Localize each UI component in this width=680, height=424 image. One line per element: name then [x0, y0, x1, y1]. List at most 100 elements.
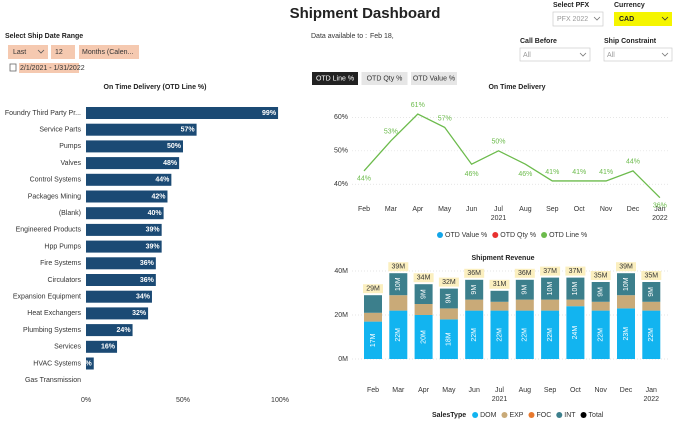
bar-segment [389, 295, 408, 311]
x-year-label: 2021 [491, 215, 507, 222]
filter-label: Currency [614, 2, 645, 9]
legend-title: SalesType [432, 412, 466, 419]
data-label: 50% [167, 143, 182, 150]
date-picker[interactable]: 2/1/2021 - 1/31/2022 [9, 63, 85, 73]
bar [86, 357, 94, 370]
x-tick-label: Jan [646, 387, 657, 394]
y-tick-label: 40M [334, 268, 348, 275]
bar-segment [617, 308, 635, 359]
bar-segment [642, 310, 661, 359]
total-label-bg [464, 268, 485, 278]
data-label: 22M [598, 328, 605, 342]
x-tick-label: Apr [412, 206, 424, 213]
filter-label: Select Ship Date Range [5, 33, 83, 40]
chart-title: Shipment Revenue [471, 255, 534, 262]
dropdown[interactable]: PFX 2022 [552, 11, 604, 27]
dropdown[interactable]: CAD [614, 12, 672, 26]
tab[interactable] [411, 72, 457, 85]
bar-segment [439, 319, 458, 359]
dropdown-box [79, 45, 139, 59]
data-available-value: Feb 18, [370, 33, 394, 40]
total-label-bg [590, 271, 611, 280]
bar-segment [389, 310, 408, 359]
data-label: 23M [623, 327, 630, 341]
x-tick-label: Oct [570, 387, 581, 394]
dropdown[interactable]: Months (Calen... [79, 45, 139, 59]
data-label: 57% [438, 115, 452, 122]
x-tick-label: May [442, 387, 456, 394]
bar-segment [566, 299, 585, 307]
data-label: 32M [442, 279, 456, 286]
data-label: 37M [569, 268, 583, 275]
page-title: Shipment Dashboard [290, 5, 441, 22]
filter-label: Select PFX [553, 2, 590, 9]
y-tick-label: Engineered Products [16, 227, 82, 234]
x-tick-label: Mar [392, 387, 405, 394]
y-tick-label: Fire Systems [40, 260, 81, 267]
chart-title: On Time Delivery [488, 84, 545, 91]
data-label: 29M [366, 286, 380, 293]
legend-marker [437, 232, 443, 238]
chevron [37, 49, 45, 54]
bar-segment [566, 277, 585, 300]
bar-segment [465, 299, 484, 311]
x-tick-label: Jun [469, 387, 480, 394]
legend-marker [501, 412, 508, 418]
chevron [661, 52, 669, 57]
bar-segment [617, 273, 635, 296]
legend-label: DOM [480, 412, 497, 419]
legend-label: OTD Line % [549, 232, 587, 239]
chart-title: On Time Delivery (OTD Line %) [104, 84, 207, 91]
tab[interactable] [312, 72, 358, 85]
input[interactable]: 12 [51, 45, 75, 59]
bar-segment [490, 310, 509, 359]
bar-segment [465, 310, 484, 359]
x-tick-label: Feb [358, 206, 370, 213]
x-tick-label: Jun [466, 206, 477, 213]
x-tick-label: 50% [176, 397, 190, 404]
data-label: 35M [594, 272, 608, 279]
data-label: 10M [572, 282, 579, 296]
data-label: 4% [82, 360, 93, 367]
tab-label[interactable]: OTD Line % [316, 75, 354, 82]
bar [86, 123, 197, 136]
data-label: 44% [626, 159, 640, 166]
legend-marker [580, 412, 587, 418]
chevron [661, 16, 669, 21]
x-year-label: 2022 [644, 396, 660, 403]
legend-label: OTD Value % [445, 232, 487, 239]
dropdown[interactable]: All [519, 47, 591, 62]
data-label: 9M [648, 287, 655, 297]
bar-segment [414, 284, 433, 304]
total-label-bg [438, 277, 459, 287]
legend-label: Total [589, 412, 604, 419]
filter-label: Ship Constraint [604, 38, 657, 45]
bar [86, 157, 180, 170]
data-label: 32% [132, 310, 147, 317]
chevron [579, 52, 587, 57]
bar-segment [515, 299, 534, 311]
tab[interactable] [361, 72, 408, 85]
dropdown[interactable]: All [603, 47, 673, 62]
bar-segment [490, 301, 509, 311]
data-label: 9M [471, 285, 478, 295]
tab-label[interactable]: OTD Value % [413, 75, 455, 82]
tab-label[interactable]: OTD Qty % [367, 75, 403, 82]
bar-segment [364, 295, 382, 313]
data-label: 37M [543, 268, 557, 275]
data-label: 39% [146, 227, 161, 234]
data-label: 36% [653, 202, 667, 209]
data-label: 61% [411, 102, 425, 109]
y-tick-label: 20M [334, 312, 348, 319]
bar-segment [414, 315, 433, 359]
dropdown[interactable]: Last [8, 45, 48, 59]
data-label: 31M [493, 281, 507, 288]
data-label: 99% [262, 110, 277, 117]
data-label: 22M [547, 328, 554, 342]
y-tick-label: Expansion Equipment [13, 294, 81, 301]
dropdown-value: All [523, 52, 531, 59]
dropdown-box [519, 47, 591, 62]
data-label: 36M [467, 270, 481, 277]
bar-segment [364, 312, 382, 322]
